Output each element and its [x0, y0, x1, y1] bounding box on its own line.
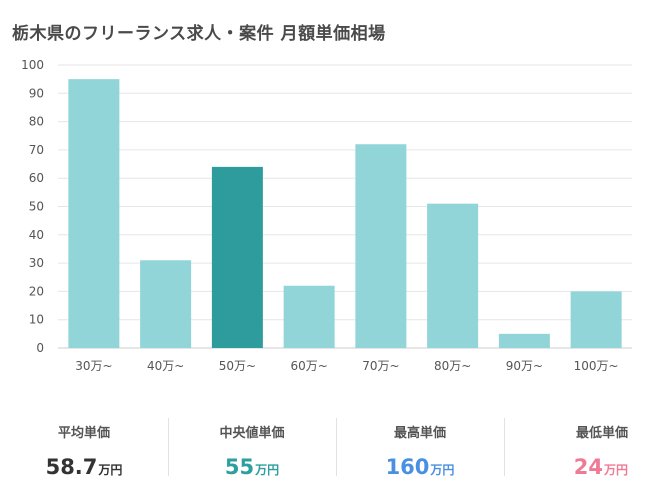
bar [283, 285, 335, 348]
bar [570, 291, 622, 348]
stat-average: 平均単価 58.7万円 [0, 410, 168, 486]
stat-median-value-wrap: 55万円 [168, 455, 336, 479]
stat-max-value: 160 [385, 455, 430, 479]
y-tick-label: 50 [29, 200, 44, 214]
bar [427, 203, 479, 348]
chart-title: 栃木県のフリーランス求人・案件 月額単価相場 [12, 24, 386, 44]
x-tick-label: 100万~ [574, 359, 619, 373]
bar-chart: 0 10 20 30 40 50 60 70 80 90 100 30万~ 40万~ 50万~ 60万~ 70… [21, 58, 632, 373]
stat-max: 最高単価 160万円 [336, 410, 504, 486]
stat-median-label: 中央値単価 [219, 426, 285, 441]
stat-max-value-wrap: 160万円 [336, 455, 504, 479]
stat-average-value: 58.7 [45, 455, 98, 479]
bar [355, 144, 407, 348]
y-tick-label: 40 [29, 228, 44, 242]
x-tick-label: 70万~ [362, 359, 399, 373]
y-tick-label: 0 [36, 341, 44, 355]
y-tick-label: 100 [21, 58, 44, 72]
stat-min-label: 最低単価 [575, 426, 628, 441]
stat-max-label: 最高単価 [393, 426, 446, 441]
stats-row: 平均単価 58.7万円 中央値単価 55万円 最高単価 160万円 最低単価 2… [0, 410, 672, 486]
stat-min: 最低単価 24万円 [504, 410, 672, 486]
x-tick-label: 50万~ [219, 359, 256, 373]
stat-max-unit: 万円 [430, 463, 455, 477]
y-tick-label: 70 [29, 143, 44, 157]
y-tick-label: 10 [29, 313, 44, 327]
stat-min-unit: 万円 [603, 463, 628, 477]
bar [140, 260, 192, 348]
x-tick-label: 90万~ [506, 359, 543, 373]
bar [498, 333, 550, 348]
stat-median-value: 55 [224, 455, 255, 479]
x-tick-label: 40万~ [147, 359, 184, 373]
y-tick-label: 90 [29, 86, 44, 100]
stat-min-value: 24 [573, 455, 603, 479]
stat-average-unit: 万円 [98, 463, 123, 477]
x-tick-label: 60万~ [290, 359, 327, 373]
y-tick-label: 60 [29, 171, 44, 185]
stat-median-unit: 万円 [255, 463, 280, 477]
bar [211, 166, 263, 348]
x-tick-label: 80万~ [434, 359, 471, 373]
y-tick-label: 30 [29, 256, 44, 270]
stat-median: 中央値単価 55万円 [168, 410, 336, 486]
stat-average-label: 平均単価 [57, 426, 110, 441]
stat-min-value-wrap: 24万円 [504, 455, 672, 479]
bar [68, 79, 120, 349]
x-tick-label: 30万~ [75, 359, 112, 373]
y-tick-label: 20 [29, 284, 44, 298]
y-tick-label: 80 [29, 115, 44, 129]
stat-average-value-wrap: 58.7万円 [0, 455, 168, 479]
